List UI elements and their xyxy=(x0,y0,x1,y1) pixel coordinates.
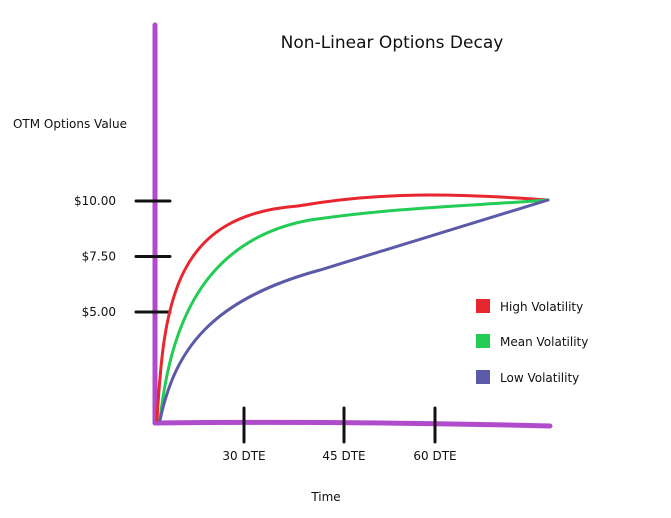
y-tick-label: $7.50 xyxy=(82,250,116,264)
series-line-mean-volatility xyxy=(158,198,550,422)
legend-swatch xyxy=(476,334,490,348)
curves xyxy=(155,193,550,422)
legend-label: Mean Volatility xyxy=(500,335,588,349)
x-axis-label: Time xyxy=(310,490,340,504)
legend-swatch xyxy=(476,370,490,384)
legend-label: High Volatility xyxy=(500,300,583,314)
y-axis-label: OTM Options Value xyxy=(13,117,127,131)
series-line-high-volatility xyxy=(155,193,550,422)
legend: High Volatility Mean Volatility Low Volati… xyxy=(476,299,588,385)
x-axis-line xyxy=(152,419,553,429)
x-tick-label: 45 DTE xyxy=(322,449,365,463)
chart-title: Non-Linear Options Decay xyxy=(281,33,504,53)
series-line-low-volatility xyxy=(158,198,550,422)
x-tick-label: 30 DTE xyxy=(222,449,265,463)
y-tick-label: $10.00 xyxy=(74,194,116,208)
axes xyxy=(152,22,553,429)
y-tick-label: $5.00 xyxy=(82,305,116,319)
legend-swatch xyxy=(476,299,490,313)
ticks: $10.00 $7.50 $5.00 30 DTE 45 DTE 60 DTE xyxy=(74,194,457,463)
x-tick-label: 60 DTE xyxy=(413,449,456,463)
legend-label: Low Volatility xyxy=(500,371,579,385)
